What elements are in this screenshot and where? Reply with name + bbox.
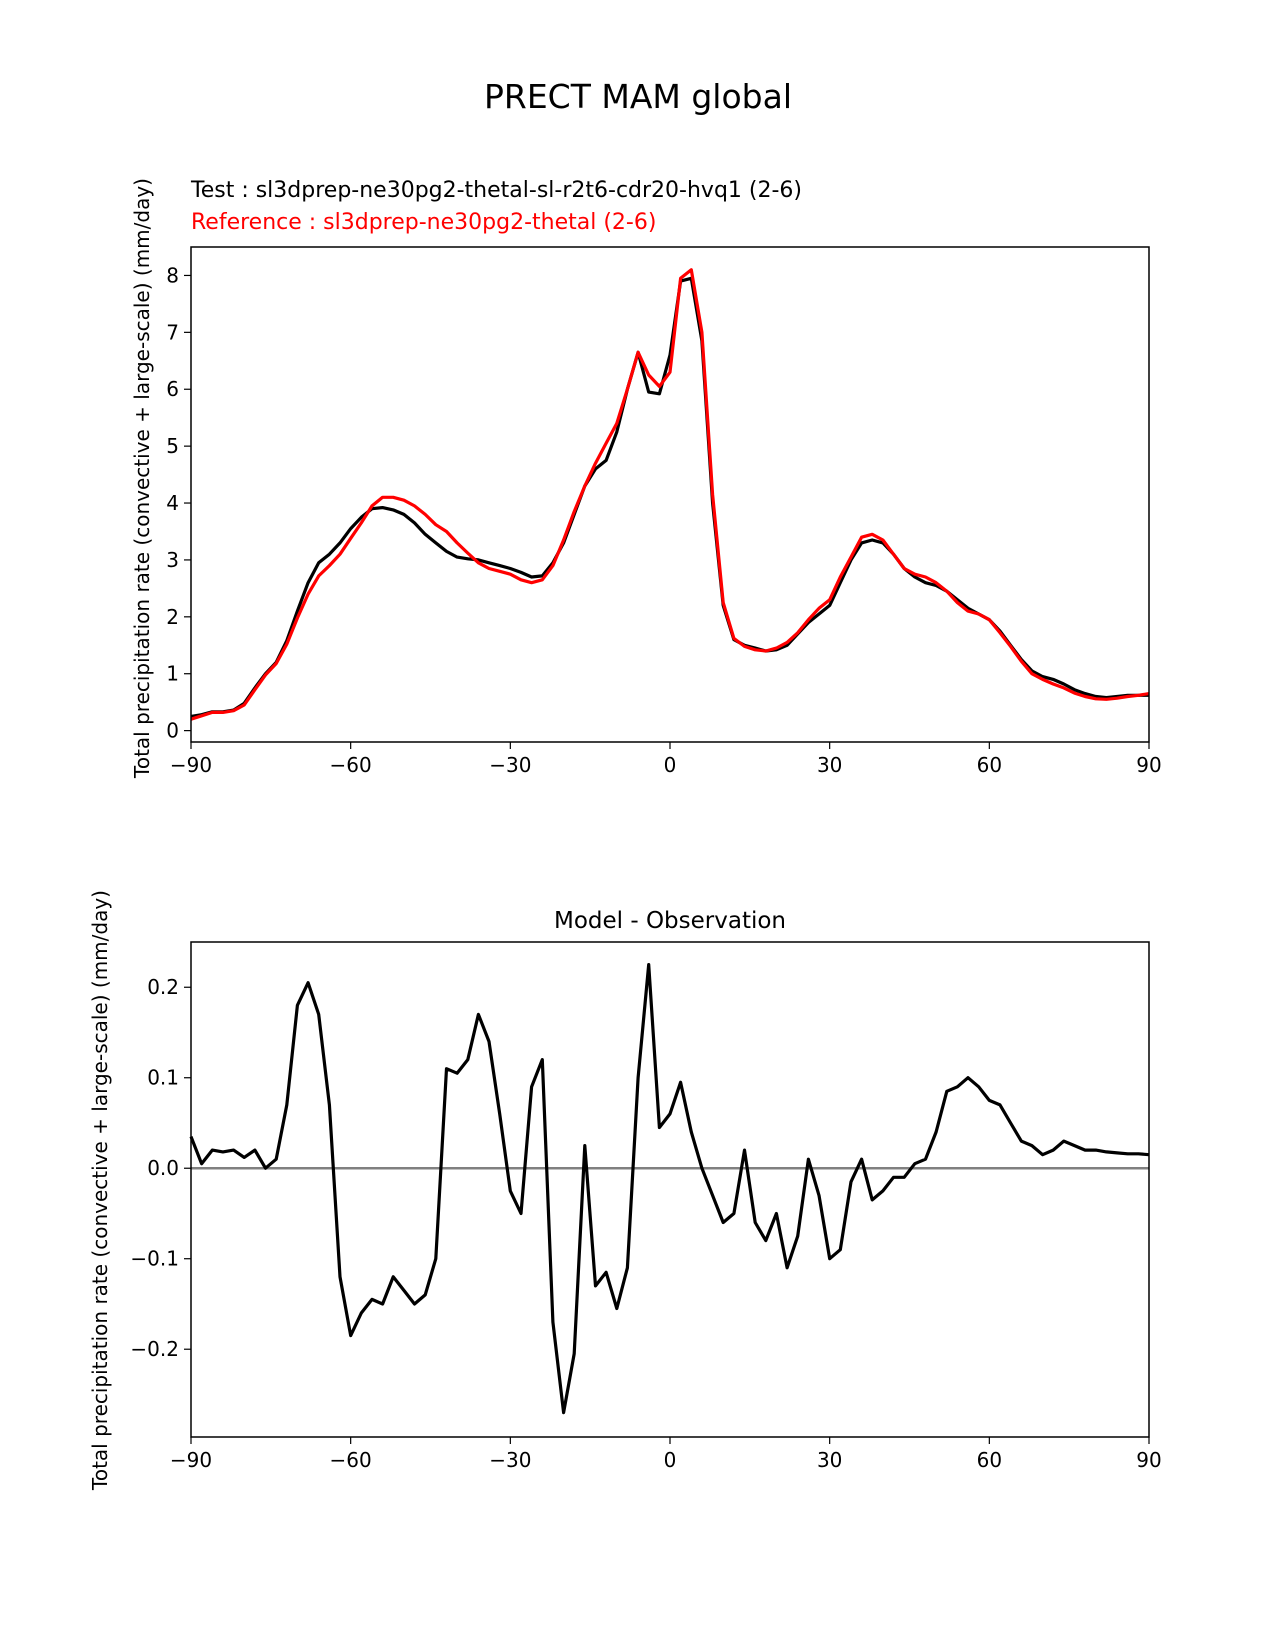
top-axis-ticks: −90 −60 −30 0 30 60 90 0 1 2 3 4 5 6 7 8: [166, 263, 1161, 777]
top-x-tick-label: 90: [1136, 753, 1161, 777]
top-x-tick-label: −90: [170, 753, 212, 777]
bottom-y-tick-label: 0.0: [147, 1156, 179, 1180]
bottom-x-tick-label: −60: [330, 1448, 372, 1472]
bottom-chart-title: Model - Observation: [554, 908, 786, 934]
top-y-tick-label: 3: [166, 548, 179, 572]
bottom-series-lines: [189, 962, 1150, 1415]
bottom-y-tick-label: 0.1: [147, 1066, 179, 1090]
top-y-tick-label: 1: [166, 662, 179, 686]
bottom-x-tick-label: 60: [977, 1448, 1002, 1472]
top-y-tick-label: 6: [166, 377, 179, 401]
bottom-y-axis-label: Total precipitation rate (convective + l…: [88, 890, 112, 1491]
top-x-tick-label: −60: [330, 753, 372, 777]
top-y-tick-label: 5: [166, 434, 179, 458]
bottom-x-tick-label: −90: [170, 1448, 212, 1472]
bottom-y-tick-label: −0.2: [130, 1337, 179, 1361]
top-x-tick-label: 60: [977, 753, 1002, 777]
top-x-tick-label: 0: [664, 753, 677, 777]
figure-title: PRECT MAM global: [484, 77, 792, 116]
test-label: Test : sl3dprep-ne30pg2-thetal-sl-r2t6-c…: [190, 178, 802, 203]
top-series-test: [190, 276, 1149, 718]
top-x-tick-label: −30: [489, 753, 531, 777]
top-y-axis-label: Total precipitation rate (convective + l…: [130, 178, 154, 779]
bottom-chart-panel: Model - Observation Total precipitation …: [88, 890, 1162, 1491]
reference-label: Reference : sl3dprep-ne30pg2-thetal (2-6…: [191, 210, 656, 235]
bottom-series-model-observation: [189, 962, 1150, 1415]
bottom-x-tick-label: 90: [1136, 1448, 1161, 1472]
top-series-lines: [190, 268, 1150, 721]
top-y-tick-label: 0: [166, 719, 179, 743]
bottom-x-tick-label: 0: [664, 1448, 677, 1472]
top-chart-panel: Test : sl3dprep-ne30pg2-thetal-sl-r2t6-c…: [130, 178, 1162, 779]
top-series-reference: [190, 268, 1150, 721]
bottom-plot-frame: [190, 941, 1150, 1438]
bottom-y-tick-label: 0.2: [147, 975, 179, 999]
top-x-tick-label: 30: [817, 753, 842, 777]
top-y-tick-label: 2: [166, 605, 179, 629]
bottom-y-tick-label: −0.1: [130, 1247, 179, 1271]
bottom-x-tick-label: −30: [489, 1448, 531, 1472]
top-y-tick-label: 4: [166, 491, 179, 515]
top-y-tick-label: 8: [166, 263, 179, 287]
top-plot-frame: [190, 246, 1150, 743]
bottom-x-tick-label: 30: [817, 1448, 842, 1472]
bottom-axis-ticks: −90 −60 −30 0 30 60 90 −0.2 −0.1 0.0 0.1 0.2: [130, 975, 1161, 1472]
top-y-tick-label: 7: [166, 320, 179, 344]
